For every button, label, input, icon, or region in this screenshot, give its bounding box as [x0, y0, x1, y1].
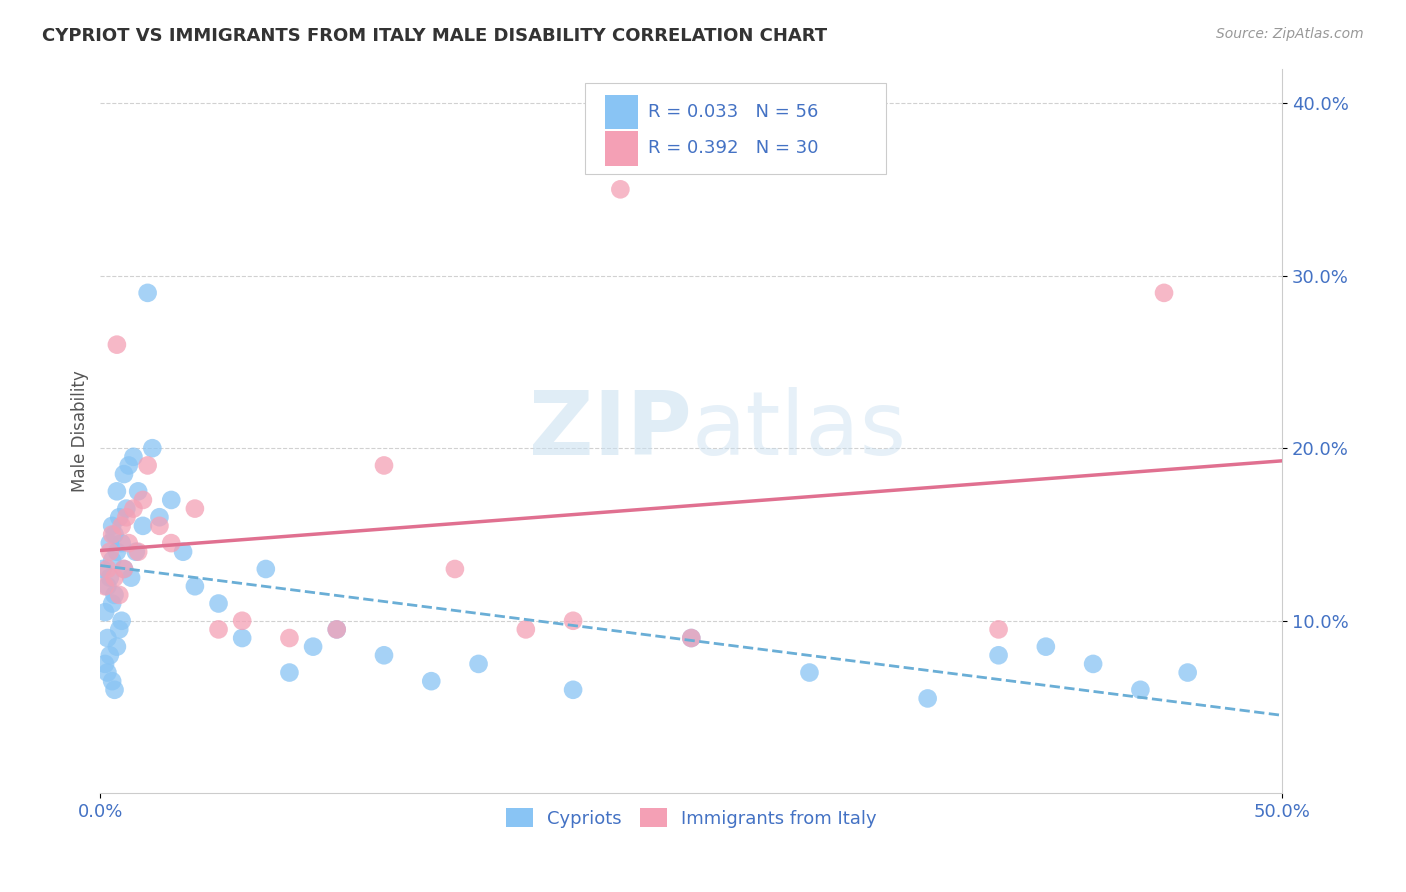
Point [112, 467, 135, 481]
Point [278, 665, 301, 680]
Point [444, 562, 467, 576]
Point [609, 182, 631, 196]
Point [94, 579, 117, 593]
Point [101, 674, 124, 689]
Point [111, 614, 134, 628]
Point [101, 597, 124, 611]
Bar [605, 95, 638, 129]
Point [1177, 665, 1199, 680]
Point [125, 545, 148, 559]
Point [96, 631, 118, 645]
Point [101, 519, 124, 533]
Point [562, 614, 585, 628]
Text: CYPRIOT VS IMMIGRANTS FROM ITALY MALE DISABILITY CORRELATION CHART: CYPRIOT VS IMMIGRANTS FROM ITALY MALE DI… [42, 27, 827, 45]
Point [94, 657, 117, 671]
Point [101, 553, 124, 567]
Point [111, 519, 134, 533]
Point [184, 579, 207, 593]
Legend: Cypriots, Immigrants from Italy: Cypriots, Immigrants from Italy [498, 801, 884, 835]
Point [373, 458, 395, 473]
Point [98, 545, 121, 559]
Point [207, 623, 229, 637]
Point [105, 545, 128, 559]
Point [1153, 285, 1175, 300]
Point [1035, 640, 1057, 654]
Point [987, 648, 1010, 663]
Text: R = 0.392   N = 30: R = 0.392 N = 30 [648, 139, 818, 157]
Y-axis label: Male Disability: Male Disability [72, 370, 89, 491]
Point [94, 605, 117, 619]
Point [148, 519, 170, 533]
Point [141, 441, 163, 455]
Point [681, 631, 703, 645]
Point [108, 623, 131, 637]
Point [132, 519, 155, 533]
Point [136, 285, 159, 300]
Point [325, 623, 347, 637]
Point [105, 337, 128, 351]
Point [207, 597, 229, 611]
Point [148, 510, 170, 524]
Point [184, 501, 207, 516]
Point [127, 484, 149, 499]
Point [467, 657, 489, 671]
Point [103, 571, 125, 585]
Point [1129, 682, 1152, 697]
Point [96, 579, 118, 593]
Point [136, 458, 159, 473]
Point [325, 623, 347, 637]
Point [105, 640, 128, 654]
Point [1081, 657, 1104, 671]
FancyBboxPatch shape [585, 83, 886, 174]
Point [120, 571, 142, 585]
Point [231, 631, 253, 645]
Bar [605, 131, 638, 166]
Point [254, 562, 277, 576]
Point [231, 614, 253, 628]
Point [108, 588, 131, 602]
Text: R = 0.033   N = 56: R = 0.033 N = 56 [648, 103, 818, 121]
Point [105, 484, 128, 499]
Point [91, 562, 114, 576]
Point [515, 623, 537, 637]
Point [103, 588, 125, 602]
Point [302, 640, 325, 654]
Point [118, 536, 141, 550]
Point [681, 631, 703, 645]
Point [103, 527, 125, 541]
Point [160, 536, 183, 550]
Point [111, 536, 134, 550]
Point [115, 501, 138, 516]
Point [96, 665, 118, 680]
Point [108, 510, 131, 524]
Point [103, 682, 125, 697]
Text: atlas: atlas [692, 387, 907, 475]
Point [101, 527, 124, 541]
Point [98, 536, 121, 550]
Point [420, 674, 443, 689]
Point [127, 545, 149, 559]
Point [917, 691, 939, 706]
Point [98, 648, 121, 663]
Point [987, 623, 1010, 637]
Point [132, 492, 155, 507]
Point [373, 648, 395, 663]
Point [96, 562, 118, 576]
Text: ZIP: ZIP [529, 387, 692, 475]
Point [278, 631, 301, 645]
Point [115, 510, 138, 524]
Point [562, 682, 585, 697]
Point [112, 562, 135, 576]
Point [160, 492, 183, 507]
Point [122, 450, 145, 464]
Point [172, 545, 194, 559]
Point [799, 665, 821, 680]
Point [112, 562, 135, 576]
Point [118, 458, 141, 473]
Point [122, 501, 145, 516]
Text: Source: ZipAtlas.com: Source: ZipAtlas.com [1216, 27, 1364, 41]
Point [98, 571, 121, 585]
